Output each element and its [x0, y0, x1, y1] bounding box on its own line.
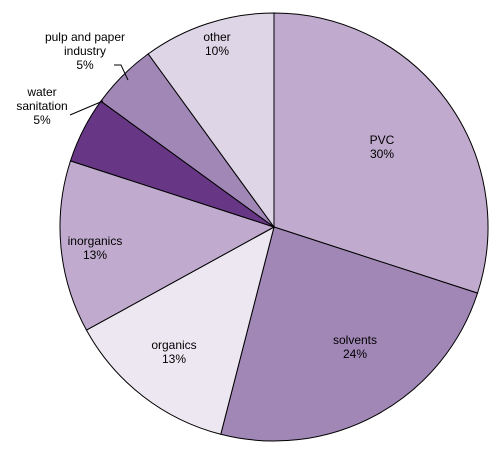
slice-name-label: water — [26, 85, 56, 99]
leader-lines — [69, 64, 129, 116]
slice-name-label: organics — [151, 338, 196, 352]
pie-slice-other — [147, 12, 275, 229]
slice-name-label: solvents — [333, 333, 377, 347]
pie-slice-solvents — [220, 226, 479, 442]
slice-value-label: 10% — [205, 44, 229, 58]
slice-value-label: 5% — [76, 58, 94, 72]
leader-line — [114, 64, 129, 81]
slice-label: solvents 24% — [333, 333, 377, 361]
pie-slice-PVC — [273, 12, 489, 294]
pie-slice-inorganics — [59, 160, 276, 331]
slice-name-label: inorganics — [68, 234, 123, 248]
slice-value-label: 13% — [83, 248, 107, 262]
slice-name-label: industry — [64, 44, 106, 58]
slice-label: water sanitation 5% — [16, 85, 67, 127]
leader-line — [69, 100, 104, 116]
slice-name-label: pulp and paper — [45, 30, 125, 44]
slice-name-label: PVC — [370, 133, 395, 147]
slice-name-label: other — [203, 30, 230, 44]
slice-label: other 10% — [203, 30, 230, 58]
slice-value-label: 30% — [370, 147, 394, 161]
pie-slice-organics — [85, 226, 275, 435]
slice-label: inorganics 13% — [68, 234, 123, 262]
slice-label: pulp and paper industry 5% — [45, 30, 125, 72]
pie-slices — [59, 12, 489, 442]
slice-label: PVC 30% — [370, 133, 395, 161]
slice-name-label: sanitation — [16, 99, 67, 113]
slice-value-label: 24% — [343, 347, 367, 361]
slice-value-label: 13% — [162, 352, 186, 366]
slice-label: organics 13% — [151, 338, 196, 366]
slice-labels: PVC 30%solvents 24%organics 13%inorganics 13… — [16, 30, 394, 366]
slice-value-label: 5% — [33, 113, 51, 127]
